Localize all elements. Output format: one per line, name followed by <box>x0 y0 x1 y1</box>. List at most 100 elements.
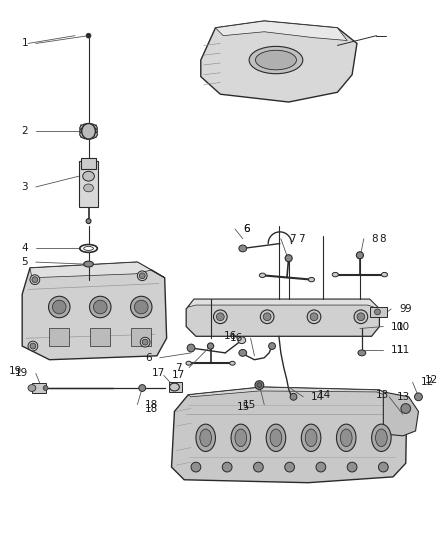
Text: 12: 12 <box>420 377 434 387</box>
Ellipse shape <box>53 300 66 314</box>
Ellipse shape <box>285 255 292 262</box>
Text: 4: 4 <box>21 244 28 254</box>
Text: 18: 18 <box>145 403 159 414</box>
Ellipse shape <box>371 424 391 451</box>
Text: 11: 11 <box>391 345 404 355</box>
Ellipse shape <box>263 313 271 321</box>
Polygon shape <box>186 299 379 336</box>
Text: 2: 2 <box>21 126 28 136</box>
Ellipse shape <box>28 385 36 391</box>
Ellipse shape <box>84 261 93 267</box>
Ellipse shape <box>401 403 411 414</box>
Ellipse shape <box>255 50 297 70</box>
Ellipse shape <box>32 277 38 282</box>
Bar <box>370 307 387 317</box>
Bar <box>32 383 46 393</box>
Ellipse shape <box>213 310 227 324</box>
Text: 19: 19 <box>15 368 28 378</box>
Text: 10: 10 <box>391 321 404 332</box>
Text: 10: 10 <box>397 321 410 332</box>
Ellipse shape <box>30 343 36 349</box>
Ellipse shape <box>43 385 48 391</box>
Text: 8: 8 <box>371 233 378 244</box>
Polygon shape <box>188 299 379 309</box>
Text: 6: 6 <box>243 224 249 234</box>
Ellipse shape <box>134 300 148 314</box>
Text: 13: 13 <box>397 392 410 402</box>
Polygon shape <box>215 21 347 41</box>
Ellipse shape <box>357 252 364 259</box>
Text: 15: 15 <box>243 400 256 410</box>
Ellipse shape <box>231 424 251 451</box>
Ellipse shape <box>235 429 247 447</box>
Ellipse shape <box>238 337 246 344</box>
Ellipse shape <box>414 393 422 401</box>
Ellipse shape <box>191 462 201 472</box>
Bar <box>169 382 182 392</box>
Text: 6: 6 <box>145 353 152 363</box>
Text: 1: 1 <box>21 38 28 49</box>
Text: 9: 9 <box>399 304 406 314</box>
Ellipse shape <box>285 462 294 472</box>
Ellipse shape <box>140 337 150 347</box>
Ellipse shape <box>86 219 91 223</box>
Text: 5: 5 <box>21 257 28 267</box>
Text: 15: 15 <box>237 401 250 411</box>
Ellipse shape <box>49 296 70 318</box>
Text: 14: 14 <box>318 390 331 400</box>
Ellipse shape <box>307 310 321 324</box>
Ellipse shape <box>230 361 235 365</box>
Ellipse shape <box>86 33 91 38</box>
Ellipse shape <box>216 313 224 321</box>
Ellipse shape <box>340 429 352 447</box>
Ellipse shape <box>305 429 317 447</box>
Ellipse shape <box>254 462 263 472</box>
Ellipse shape <box>378 462 388 472</box>
Ellipse shape <box>89 296 111 318</box>
Ellipse shape <box>30 275 40 285</box>
Ellipse shape <box>170 383 179 391</box>
Text: 9: 9 <box>405 304 411 314</box>
Ellipse shape <box>138 271 147 281</box>
Ellipse shape <box>186 361 191 365</box>
Ellipse shape <box>332 272 339 277</box>
Polygon shape <box>22 262 166 360</box>
Ellipse shape <box>142 339 148 345</box>
Ellipse shape <box>196 424 215 451</box>
Ellipse shape <box>131 296 152 318</box>
Ellipse shape <box>260 310 274 324</box>
Text: 18: 18 <box>145 400 159 410</box>
Ellipse shape <box>80 130 97 139</box>
Text: 13: 13 <box>376 390 389 400</box>
Ellipse shape <box>357 313 365 321</box>
Text: 7: 7 <box>175 362 181 373</box>
Ellipse shape <box>139 273 145 279</box>
Ellipse shape <box>290 393 297 400</box>
Ellipse shape <box>358 350 366 356</box>
Ellipse shape <box>222 462 232 472</box>
Ellipse shape <box>354 310 368 324</box>
Ellipse shape <box>80 124 97 133</box>
Text: 17: 17 <box>172 370 185 381</box>
Ellipse shape <box>381 272 388 277</box>
Polygon shape <box>172 387 407 483</box>
Ellipse shape <box>270 429 282 447</box>
Ellipse shape <box>336 424 356 451</box>
Text: 3: 3 <box>21 182 28 192</box>
Bar <box>91 328 110 346</box>
Ellipse shape <box>257 383 262 387</box>
Ellipse shape <box>80 126 97 136</box>
Ellipse shape <box>259 273 265 278</box>
Ellipse shape <box>374 309 380 315</box>
Text: 17: 17 <box>152 368 165 378</box>
Ellipse shape <box>93 300 107 314</box>
Ellipse shape <box>347 462 357 472</box>
Ellipse shape <box>187 344 195 352</box>
Ellipse shape <box>139 385 146 391</box>
Ellipse shape <box>28 341 38 351</box>
Text: 6: 6 <box>243 224 249 234</box>
Ellipse shape <box>249 46 303 74</box>
Text: 8: 8 <box>379 233 386 244</box>
Text: 7: 7 <box>298 233 305 244</box>
Ellipse shape <box>301 424 321 451</box>
